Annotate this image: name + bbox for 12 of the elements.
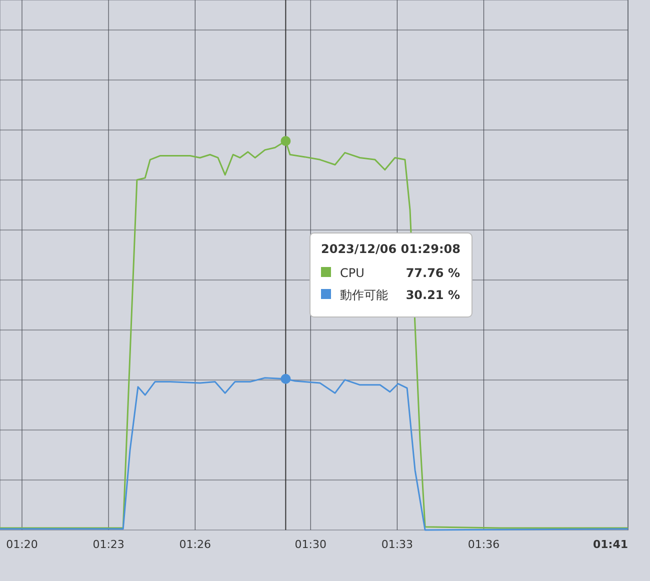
x-tick-label: 01:33 [381, 538, 414, 551]
x-tick-label: 01:23 [92, 538, 124, 551]
legend-label: 動作可能 [340, 288, 388, 302]
x-tick-label: 01:30 [294, 538, 326, 551]
x-tick-label: 01:26 [179, 538, 211, 551]
annotation: 2023/12/06 01:29:08 [321, 242, 460, 256]
legend-label: CPU [340, 266, 364, 280]
annotation: 77.76 % [406, 266, 460, 280]
x-tick-label: 01:20 [6, 538, 38, 551]
x-tick-label: 01:36 [468, 538, 500, 551]
annotation: 30.21 % [406, 288, 460, 302]
x-tick-label: 01:41 [592, 538, 628, 551]
